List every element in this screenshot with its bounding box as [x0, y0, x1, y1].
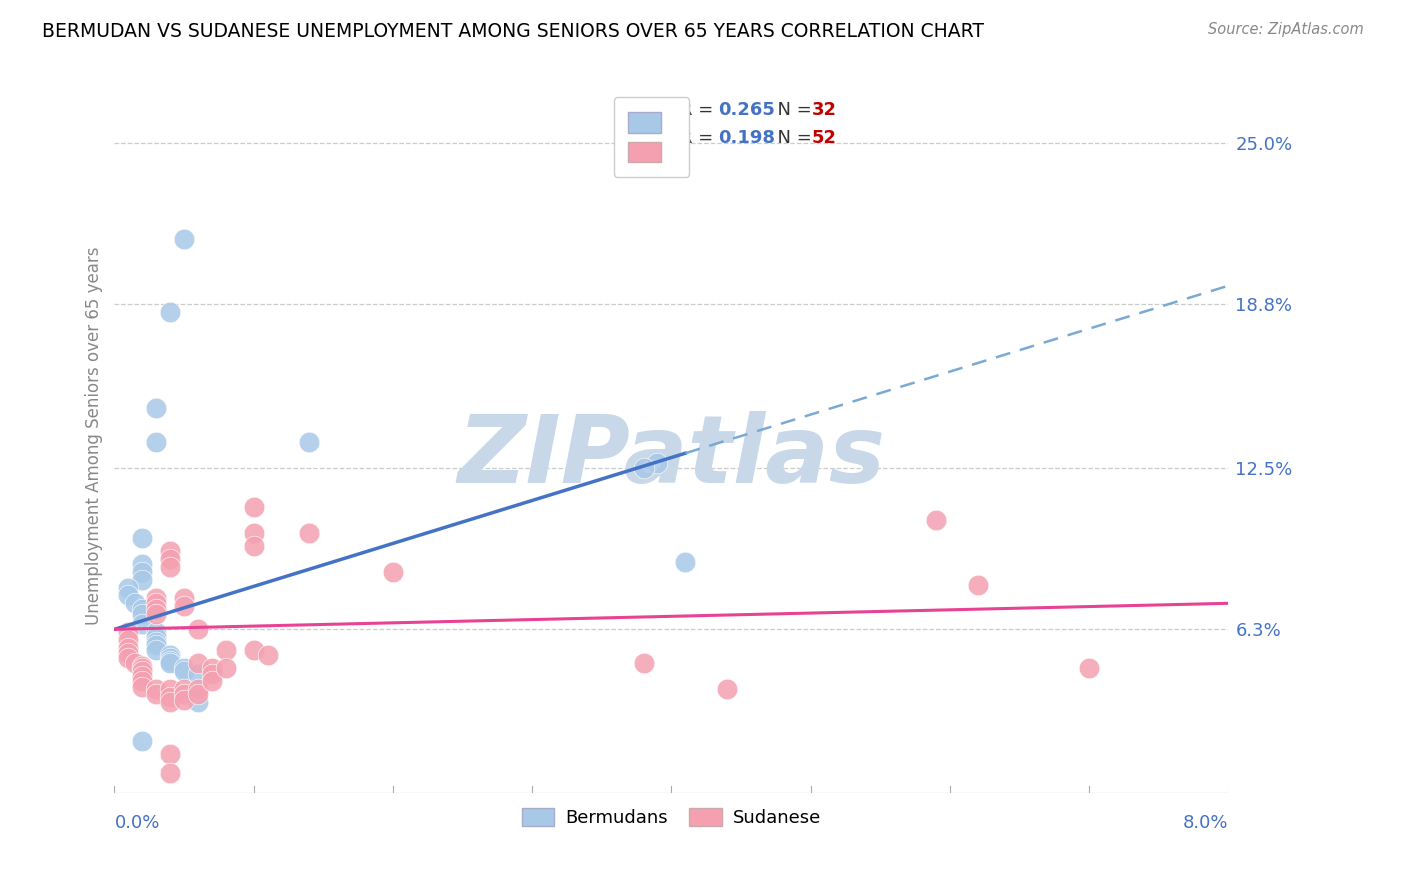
Text: 52: 52 — [811, 128, 837, 146]
Point — [131, 680, 153, 694]
Point — [145, 591, 167, 606]
Point — [117, 624, 139, 639]
Point — [131, 601, 153, 615]
Point — [145, 630, 167, 644]
Point — [117, 589, 139, 603]
Text: ZIPatlas: ZIPatlas — [457, 411, 886, 503]
Point — [131, 531, 153, 545]
Point — [117, 632, 139, 647]
Point — [633, 461, 655, 475]
Y-axis label: Unemployment Among Seniors over 65 years: Unemployment Among Seniors over 65 years — [86, 246, 103, 624]
Point — [925, 513, 948, 527]
Point — [242, 539, 264, 553]
Point — [131, 658, 153, 673]
Point — [201, 674, 224, 689]
Point — [131, 565, 153, 579]
Point — [159, 682, 181, 697]
Text: 8.0%: 8.0% — [1182, 814, 1229, 832]
Point — [298, 526, 321, 541]
Point — [187, 666, 209, 681]
Point — [242, 643, 264, 657]
Point — [159, 690, 181, 704]
Point — [159, 656, 181, 670]
Point — [242, 500, 264, 514]
Point — [145, 682, 167, 697]
Point — [201, 666, 224, 681]
Text: R =: R = — [681, 101, 720, 119]
Text: Source: ZipAtlas.com: Source: ZipAtlas.com — [1208, 22, 1364, 37]
Point — [159, 544, 181, 558]
Text: BERMUDAN VS SUDANESE UNEMPLOYMENT AMONG SENIORS OVER 65 YEARS CORRELATION CHART: BERMUDAN VS SUDANESE UNEMPLOYMENT AMONG … — [42, 22, 984, 41]
Point — [173, 591, 195, 606]
Point — [145, 638, 167, 652]
Point — [187, 623, 209, 637]
Point — [173, 692, 195, 706]
Point — [131, 664, 153, 678]
Point — [117, 640, 139, 655]
Point — [215, 661, 238, 675]
Point — [145, 401, 167, 415]
Point — [131, 669, 153, 683]
Point — [159, 747, 181, 762]
Point — [201, 661, 224, 675]
Point — [173, 232, 195, 246]
Point — [145, 624, 167, 639]
Point — [173, 688, 195, 702]
Point — [647, 456, 669, 470]
Point — [215, 643, 238, 657]
Point — [187, 695, 209, 709]
Point — [159, 648, 181, 663]
Point — [187, 688, 209, 702]
Point — [173, 661, 195, 675]
Point — [1078, 661, 1101, 675]
Point — [159, 304, 181, 318]
Point — [673, 555, 696, 569]
Point — [159, 651, 181, 665]
Text: 0.198: 0.198 — [718, 128, 775, 146]
Text: 0.265: 0.265 — [718, 101, 775, 119]
Text: N =: N = — [766, 101, 817, 119]
Point — [124, 656, 146, 670]
Text: N =: N = — [766, 128, 817, 146]
Point — [159, 695, 181, 709]
Point — [173, 682, 195, 697]
Point — [131, 607, 153, 621]
Point — [173, 664, 195, 678]
Point — [159, 765, 181, 780]
Point — [187, 682, 209, 697]
Point — [131, 674, 153, 689]
Point — [131, 661, 153, 675]
Point — [256, 648, 278, 663]
Point — [131, 617, 153, 632]
Point — [124, 596, 146, 610]
Point — [145, 607, 167, 621]
Text: 0.0%: 0.0% — [114, 814, 160, 832]
Point — [117, 646, 139, 660]
Point — [131, 558, 153, 572]
Point — [145, 643, 167, 657]
Point — [159, 559, 181, 574]
Text: R =: R = — [681, 128, 720, 146]
Point — [145, 601, 167, 615]
Point — [159, 654, 181, 668]
Point — [966, 578, 988, 592]
Text: 32: 32 — [811, 101, 837, 119]
Point — [145, 688, 167, 702]
Point — [145, 596, 167, 610]
Point — [131, 734, 153, 748]
Point — [145, 635, 167, 649]
Point — [131, 573, 153, 587]
Point — [242, 526, 264, 541]
Point — [117, 651, 139, 665]
Point — [145, 434, 167, 449]
Point — [159, 552, 181, 566]
Point — [716, 682, 738, 697]
Point — [298, 434, 321, 449]
Point — [381, 565, 404, 579]
Point — [633, 656, 655, 670]
Point — [117, 581, 139, 595]
Point — [173, 599, 195, 613]
Point — [187, 656, 209, 670]
Legend: Bermudans, Sudanese: Bermudans, Sudanese — [515, 801, 828, 834]
